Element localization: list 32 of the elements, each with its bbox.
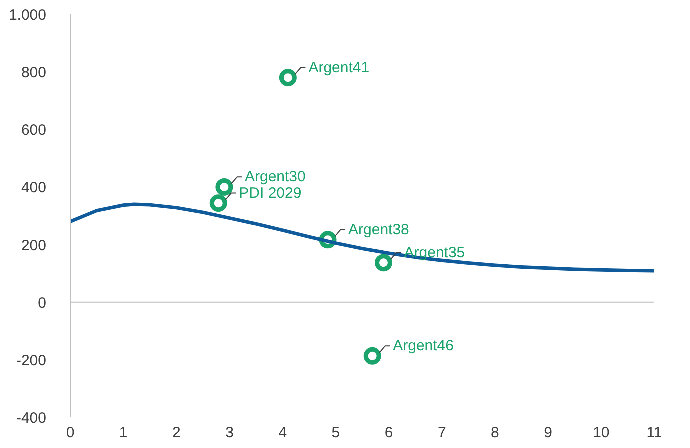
- y-tick-label: 400: [21, 180, 47, 197]
- annotation: Argent35: [404, 244, 466, 262]
- x-tick-label: 4: [278, 424, 288, 442]
- point: [210, 194, 228, 212]
- annotation: PDI 2029: [239, 184, 302, 202]
- annotation: Argent30: [244, 168, 306, 186]
- point: [279, 69, 297, 87]
- y-tick-label: 200: [21, 237, 47, 254]
- annotation: Argent38: [348, 221, 410, 238]
- line-series: [70, 202, 654, 273]
- annotation: Argent46: [393, 338, 454, 355]
- x-tick-label: 9: [544, 424, 552, 442]
- x-tick-label: 7: [438, 424, 446, 442]
- annotation: Argent41: [308, 59, 370, 76]
- y-tick-label: -400: [16, 410, 47, 427]
- x-tick-label: 5: [332, 424, 340, 442]
- x-tick-label: 1: [119, 424, 128, 442]
- y-tick-label: 800: [21, 64, 47, 82]
- point: [374, 254, 392, 272]
- x-tick-label: 6: [384, 424, 394, 442]
- x-tick-label: 3: [226, 424, 234, 442]
- point: [216, 178, 234, 196]
- x-tick-label: 2: [172, 424, 181, 442]
- y-tick-label: 1.000: [8, 7, 47, 24]
- y-tick-label: 0: [38, 294, 46, 312]
- x-tick-label: 10: [593, 424, 610, 442]
- point: [364, 347, 382, 365]
- x-tick-label: 11: [646, 424, 662, 442]
- x-tick-label: 0: [66, 424, 75, 442]
- y-tick-label: 600: [21, 122, 47, 140]
- y-tick-label: -200: [16, 352, 47, 370]
- x-tick-label: 8: [491, 424, 500, 442]
